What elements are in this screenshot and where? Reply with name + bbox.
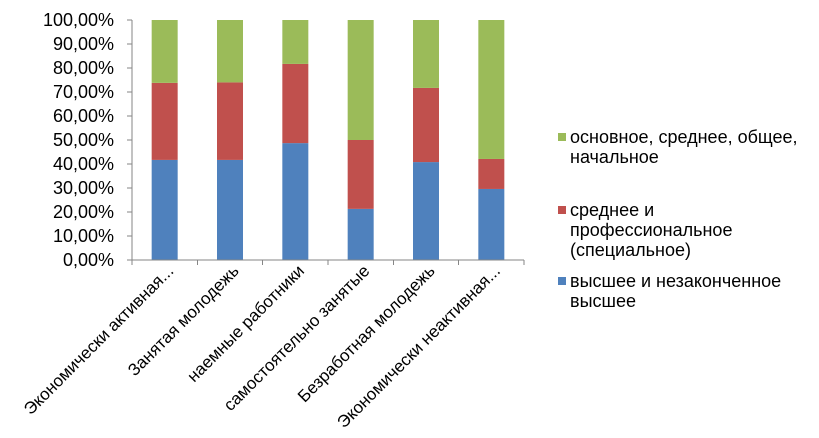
legend-entry: среднее и профессиональное (специальное) (558, 200, 810, 260)
y-tick-label: 0,00% (63, 250, 114, 270)
y-tick-label: 70,00% (53, 82, 114, 102)
y-tick-label: 40,00% (53, 154, 114, 174)
bar-segment (152, 160, 178, 260)
bar-segment (348, 20, 374, 140)
legend-label: среднее и профессиональное (специальное) (570, 200, 810, 260)
bar-segment (478, 189, 504, 260)
bar-segment (217, 160, 243, 260)
bar-segment (282, 143, 308, 260)
bar-segment (478, 159, 504, 189)
bar-segment (413, 162, 439, 260)
bar-segment (478, 20, 504, 159)
y-tick-label: 50,00% (53, 130, 114, 150)
y-tick-label: 100,00% (43, 10, 114, 30)
legend-swatch (558, 206, 566, 214)
y-tick-label: 20,00% (53, 202, 114, 222)
bar-segment (152, 83, 178, 160)
bar-segment (282, 64, 308, 143)
bar-segment (217, 82, 243, 160)
legend-label: высшее и незаконченное высшее (570, 271, 810, 311)
y-tick-label: 10,00% (53, 226, 114, 246)
bar-segment (348, 140, 374, 209)
legend-label: основное, среднее, общее, начальное (570, 127, 810, 167)
legend-swatch (558, 133, 566, 141)
bar-segment (348, 209, 374, 260)
legend-entry: основное, среднее, общее, начальное (558, 127, 810, 167)
y-tick-label: 80,00% (53, 58, 114, 78)
legend-entry: высшее и незаконченное высшее (558, 271, 810, 311)
y-tick-label: 90,00% (53, 34, 114, 54)
y-tick-label: 60,00% (53, 106, 114, 126)
bar-segment (282, 20, 308, 64)
x-tick-label: Занятая молодежь (124, 261, 243, 380)
bar-segment (413, 20, 439, 88)
bar-segment (217, 20, 243, 82)
bar-segment (413, 88, 439, 162)
legend-swatch (558, 277, 566, 285)
y-tick-label: 30,00% (53, 178, 114, 198)
x-tick-label: наемные работники (184, 261, 309, 386)
bar-segment (152, 20, 178, 83)
